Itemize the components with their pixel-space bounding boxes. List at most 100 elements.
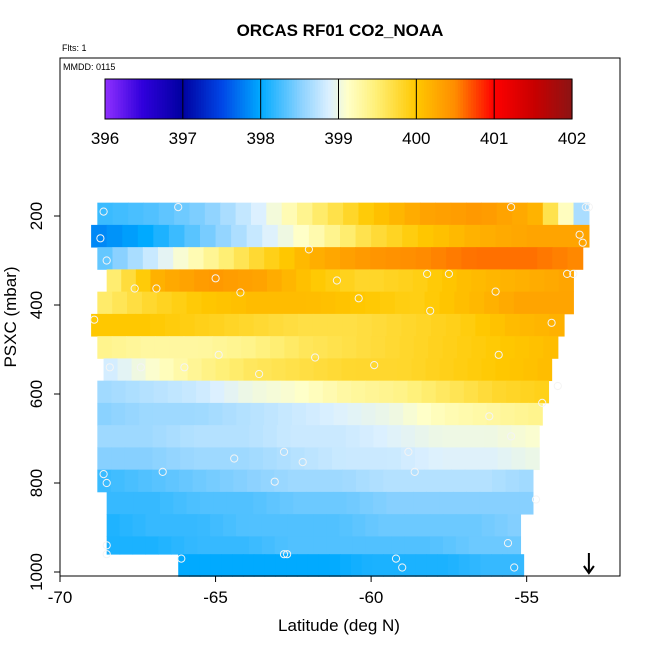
heatmap-cell — [483, 447, 499, 471]
colorbar-segment — [569, 79, 573, 119]
heatmap-cell — [365, 380, 380, 404]
heatmap-cell — [404, 202, 421, 226]
colorbar-segment — [172, 79, 176, 119]
sample-point — [174, 203, 183, 212]
heatmap-cell — [343, 202, 360, 226]
sample-point — [510, 563, 519, 572]
heatmap-cell — [442, 514, 457, 537]
heatmap-cell — [401, 313, 417, 337]
colorbar-segment — [159, 79, 163, 119]
heatmap-cell — [291, 402, 307, 426]
heatmap-cell — [519, 313, 536, 337]
colorbar-segment — [380, 79, 384, 119]
heatmap-cell — [341, 336, 357, 359]
colorbar-segment — [265, 79, 270, 119]
heatmap-cell — [250, 202, 267, 226]
heatmap-cell — [327, 336, 343, 359]
heatmap-cell — [300, 536, 315, 555]
sample-point — [270, 477, 279, 486]
heatmap-cell — [299, 358, 315, 382]
colorbar-segment — [247, 79, 251, 119]
colorbar-segment — [200, 79, 205, 119]
colorbar-tick-label: 397 — [169, 129, 197, 148]
heatmap-cell — [506, 247, 523, 270]
colorbar-segment — [107, 79, 111, 119]
heatmap-cell — [238, 380, 254, 404]
heatmap-cell — [467, 358, 483, 382]
sample-point — [332, 276, 341, 285]
heatmap-cell — [173, 358, 189, 382]
colorbar-segment — [245, 79, 249, 119]
heatmap-cell — [383, 358, 399, 382]
heatmap-cell — [425, 358, 441, 382]
heatmap-cell — [97, 202, 114, 226]
sample-point — [503, 539, 513, 548]
heatmap-cell — [255, 336, 271, 359]
colorbar-segment — [387, 79, 391, 119]
colorbar-segment — [488, 79, 493, 119]
heatmap-cell — [424, 469, 439, 493]
heatmap-cell — [398, 269, 414, 293]
heatmap-cell — [306, 491, 321, 515]
colorbar-segment — [354, 79, 358, 119]
heatmap-cell — [173, 247, 189, 270]
colorbar-segment — [333, 79, 337, 119]
heatmap-cell — [127, 291, 143, 315]
sample-point — [130, 284, 139, 293]
heatmap-cell — [525, 425, 540, 448]
colorbar-segment — [141, 79, 145, 119]
colorbar-segment — [434, 79, 438, 119]
heatmap-cell — [110, 469, 126, 493]
colorbar-segment — [564, 79, 568, 119]
heatmap-cell — [355, 247, 371, 270]
colorbar-segment — [294, 79, 298, 119]
heatmap-cell — [511, 425, 526, 448]
heatmap-cell — [274, 514, 289, 537]
heatmap-cell — [558, 202, 575, 226]
heatmap-cell — [359, 491, 374, 515]
heatmap-cell — [491, 554, 503, 577]
heatmap-cell — [396, 469, 411, 493]
colorbar-segment — [470, 79, 475, 119]
colorbar-segment — [361, 79, 366, 119]
sample-point — [279, 447, 289, 456]
sample-point — [370, 361, 379, 370]
heatmap-cell — [166, 447, 181, 471]
colorbar-segment — [424, 79, 428, 119]
colorbar-segment — [224, 79, 228, 119]
colorbar-segment — [175, 79, 179, 119]
heatmap-cell — [181, 380, 197, 404]
heatmap-cell — [404, 536, 418, 555]
sample-point — [531, 495, 541, 504]
heatmap-cell — [153, 224, 170, 248]
heatmap-cell — [512, 554, 525, 577]
date-note: MMDD: 0115 — [63, 62, 115, 72]
heatmap-cell — [442, 536, 457, 555]
heatmap-cell — [210, 554, 222, 577]
sample-point — [311, 353, 320, 362]
heatmap-cell — [105, 313, 122, 337]
heatmap-cell — [111, 447, 126, 471]
heatmap-cell — [385, 336, 401, 359]
heatmap-cell — [442, 269, 458, 293]
heatmap-cell — [542, 202, 559, 226]
colorbar-segment — [284, 79, 288, 119]
heatmap-cell — [458, 402, 474, 426]
heatmap-cell — [417, 536, 431, 555]
colorbar-segment — [143, 79, 148, 119]
colorbar-segment — [151, 79, 155, 119]
heatmap-cell — [233, 247, 250, 270]
colorbar-segment — [398, 79, 402, 119]
heatmap-cell — [210, 380, 225, 404]
colorbar-segment — [385, 79, 389, 119]
heatmap-cell — [485, 269, 502, 293]
heatmap-cell — [475, 313, 491, 337]
heatmap-cell — [97, 425, 112, 448]
heatmap-cell — [439, 491, 454, 515]
heatmap-cell — [246, 291, 262, 315]
heatmap-cell — [279, 247, 296, 270]
sample-points — [90, 203, 594, 572]
sample-point — [283, 550, 292, 559]
heatmap-cell — [260, 469, 275, 493]
heatmap-cell — [290, 291, 307, 315]
